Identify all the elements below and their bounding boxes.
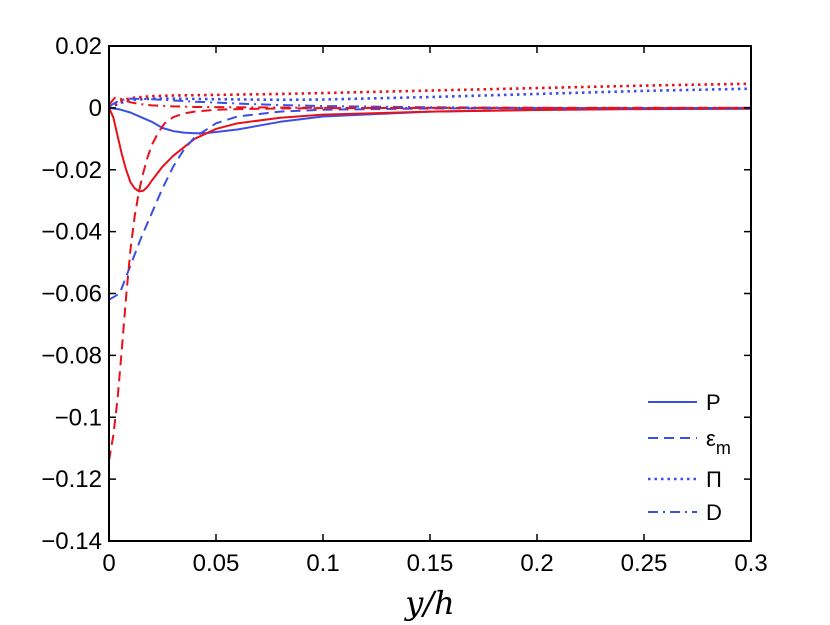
series-line-red-dotted xyxy=(108,82,752,110)
x-tick-label: 0 xyxy=(102,550,115,577)
legend-label: εm xyxy=(706,426,731,458)
y-tick-label: 0.02 xyxy=(55,33,102,60)
y-tick-label: −0.08 xyxy=(41,342,102,369)
legend-label: P xyxy=(706,390,721,415)
y-tick-label: −0.1 xyxy=(55,404,102,431)
y-tick-label: −0.04 xyxy=(41,219,102,246)
x-tick-label: 0.05 xyxy=(193,550,240,577)
series-line-blue-dashed xyxy=(108,106,752,301)
x-tick-label: 0.2 xyxy=(520,550,553,577)
y-tick-label: −0.02 xyxy=(41,157,102,184)
x-axis-label: y/h xyxy=(403,584,454,622)
y-tick-label: 0 xyxy=(89,95,102,122)
series-line-red-dashed xyxy=(108,106,751,461)
x-tick-label: 0.1 xyxy=(306,550,339,577)
legend: Pεm ΠD xyxy=(648,390,731,525)
x-tick-label: 0.25 xyxy=(621,550,668,577)
y-tick-label: −0.06 xyxy=(41,281,102,308)
x-tick-label: 0.15 xyxy=(407,550,454,577)
y-tick-label: −0.12 xyxy=(41,466,102,493)
x-tick-label: 0.3 xyxy=(734,550,767,577)
series-line-red-solid xyxy=(108,107,752,193)
ticks-layer: 0 0.05 0.1 0.15 0.2 0.25 0.3 0.02 0 −0.02 −0.04 −0.… xyxy=(41,33,767,577)
legend-label: D xyxy=(706,500,722,525)
series-layer xyxy=(108,82,752,461)
y-tick-label: −0.14 xyxy=(41,528,102,555)
series-line-blue-dotted xyxy=(108,87,752,110)
plot-frame xyxy=(108,45,752,542)
legend-label: Π xyxy=(706,467,722,492)
